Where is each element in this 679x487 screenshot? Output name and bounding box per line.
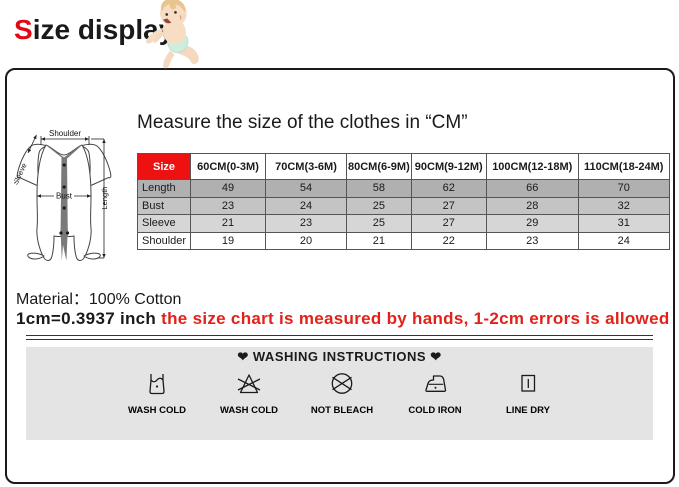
svg-text:Bust: Bust bbox=[56, 192, 73, 201]
svg-text:Shoulder: Shoulder bbox=[49, 129, 81, 138]
svg-text:Length: Length bbox=[100, 187, 109, 210]
